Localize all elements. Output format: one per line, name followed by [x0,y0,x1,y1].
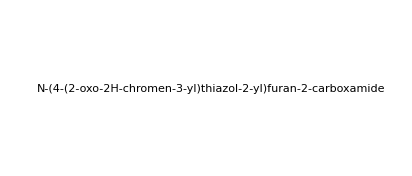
Text: N-(4-(2-oxo-2H-chromen-3-yl)thiazol-2-yl)furan-2-carboxamide: N-(4-(2-oxo-2H-chromen-3-yl)thiazol-2-yl… [37,84,385,94]
